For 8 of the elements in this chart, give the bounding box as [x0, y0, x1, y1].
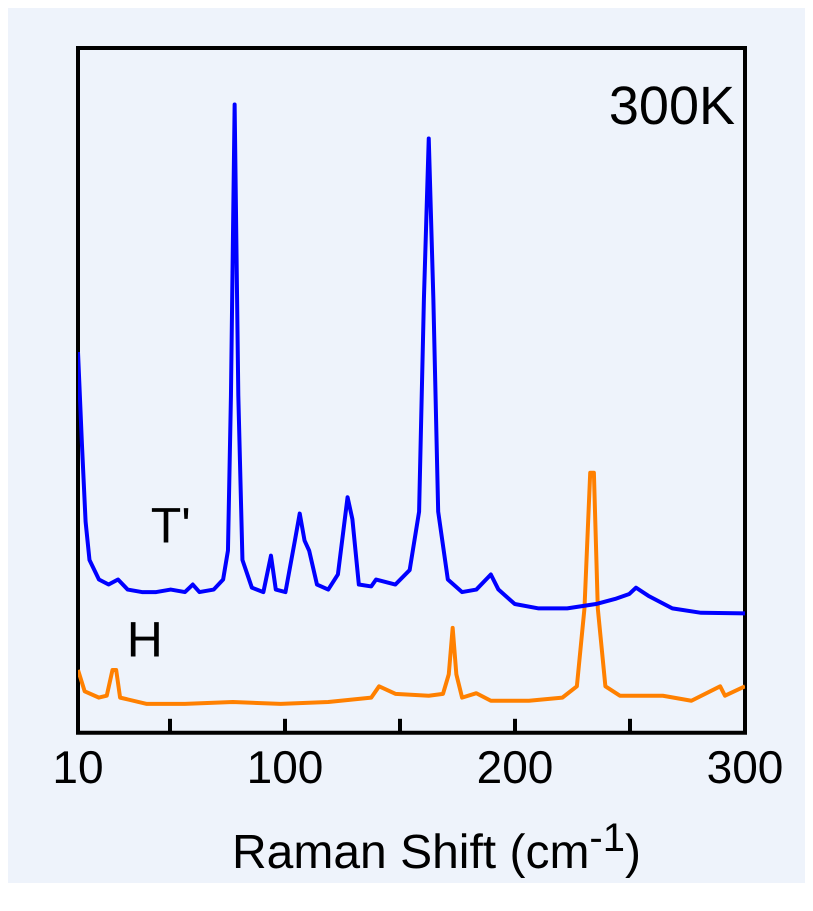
x-tick-label: 10	[52, 741, 104, 794]
x-axis-title: Raman Shift (cm$^{-1}$)	[231, 815, 642, 881]
x-tick-label: 200	[476, 741, 554, 794]
annotation: 300K	[608, 76, 735, 136]
x-tick-label: 300	[706, 741, 784, 794]
series-label: T'	[150, 497, 191, 554]
series-label: H	[126, 612, 163, 668]
x-tick-label: 100	[246, 741, 324, 794]
